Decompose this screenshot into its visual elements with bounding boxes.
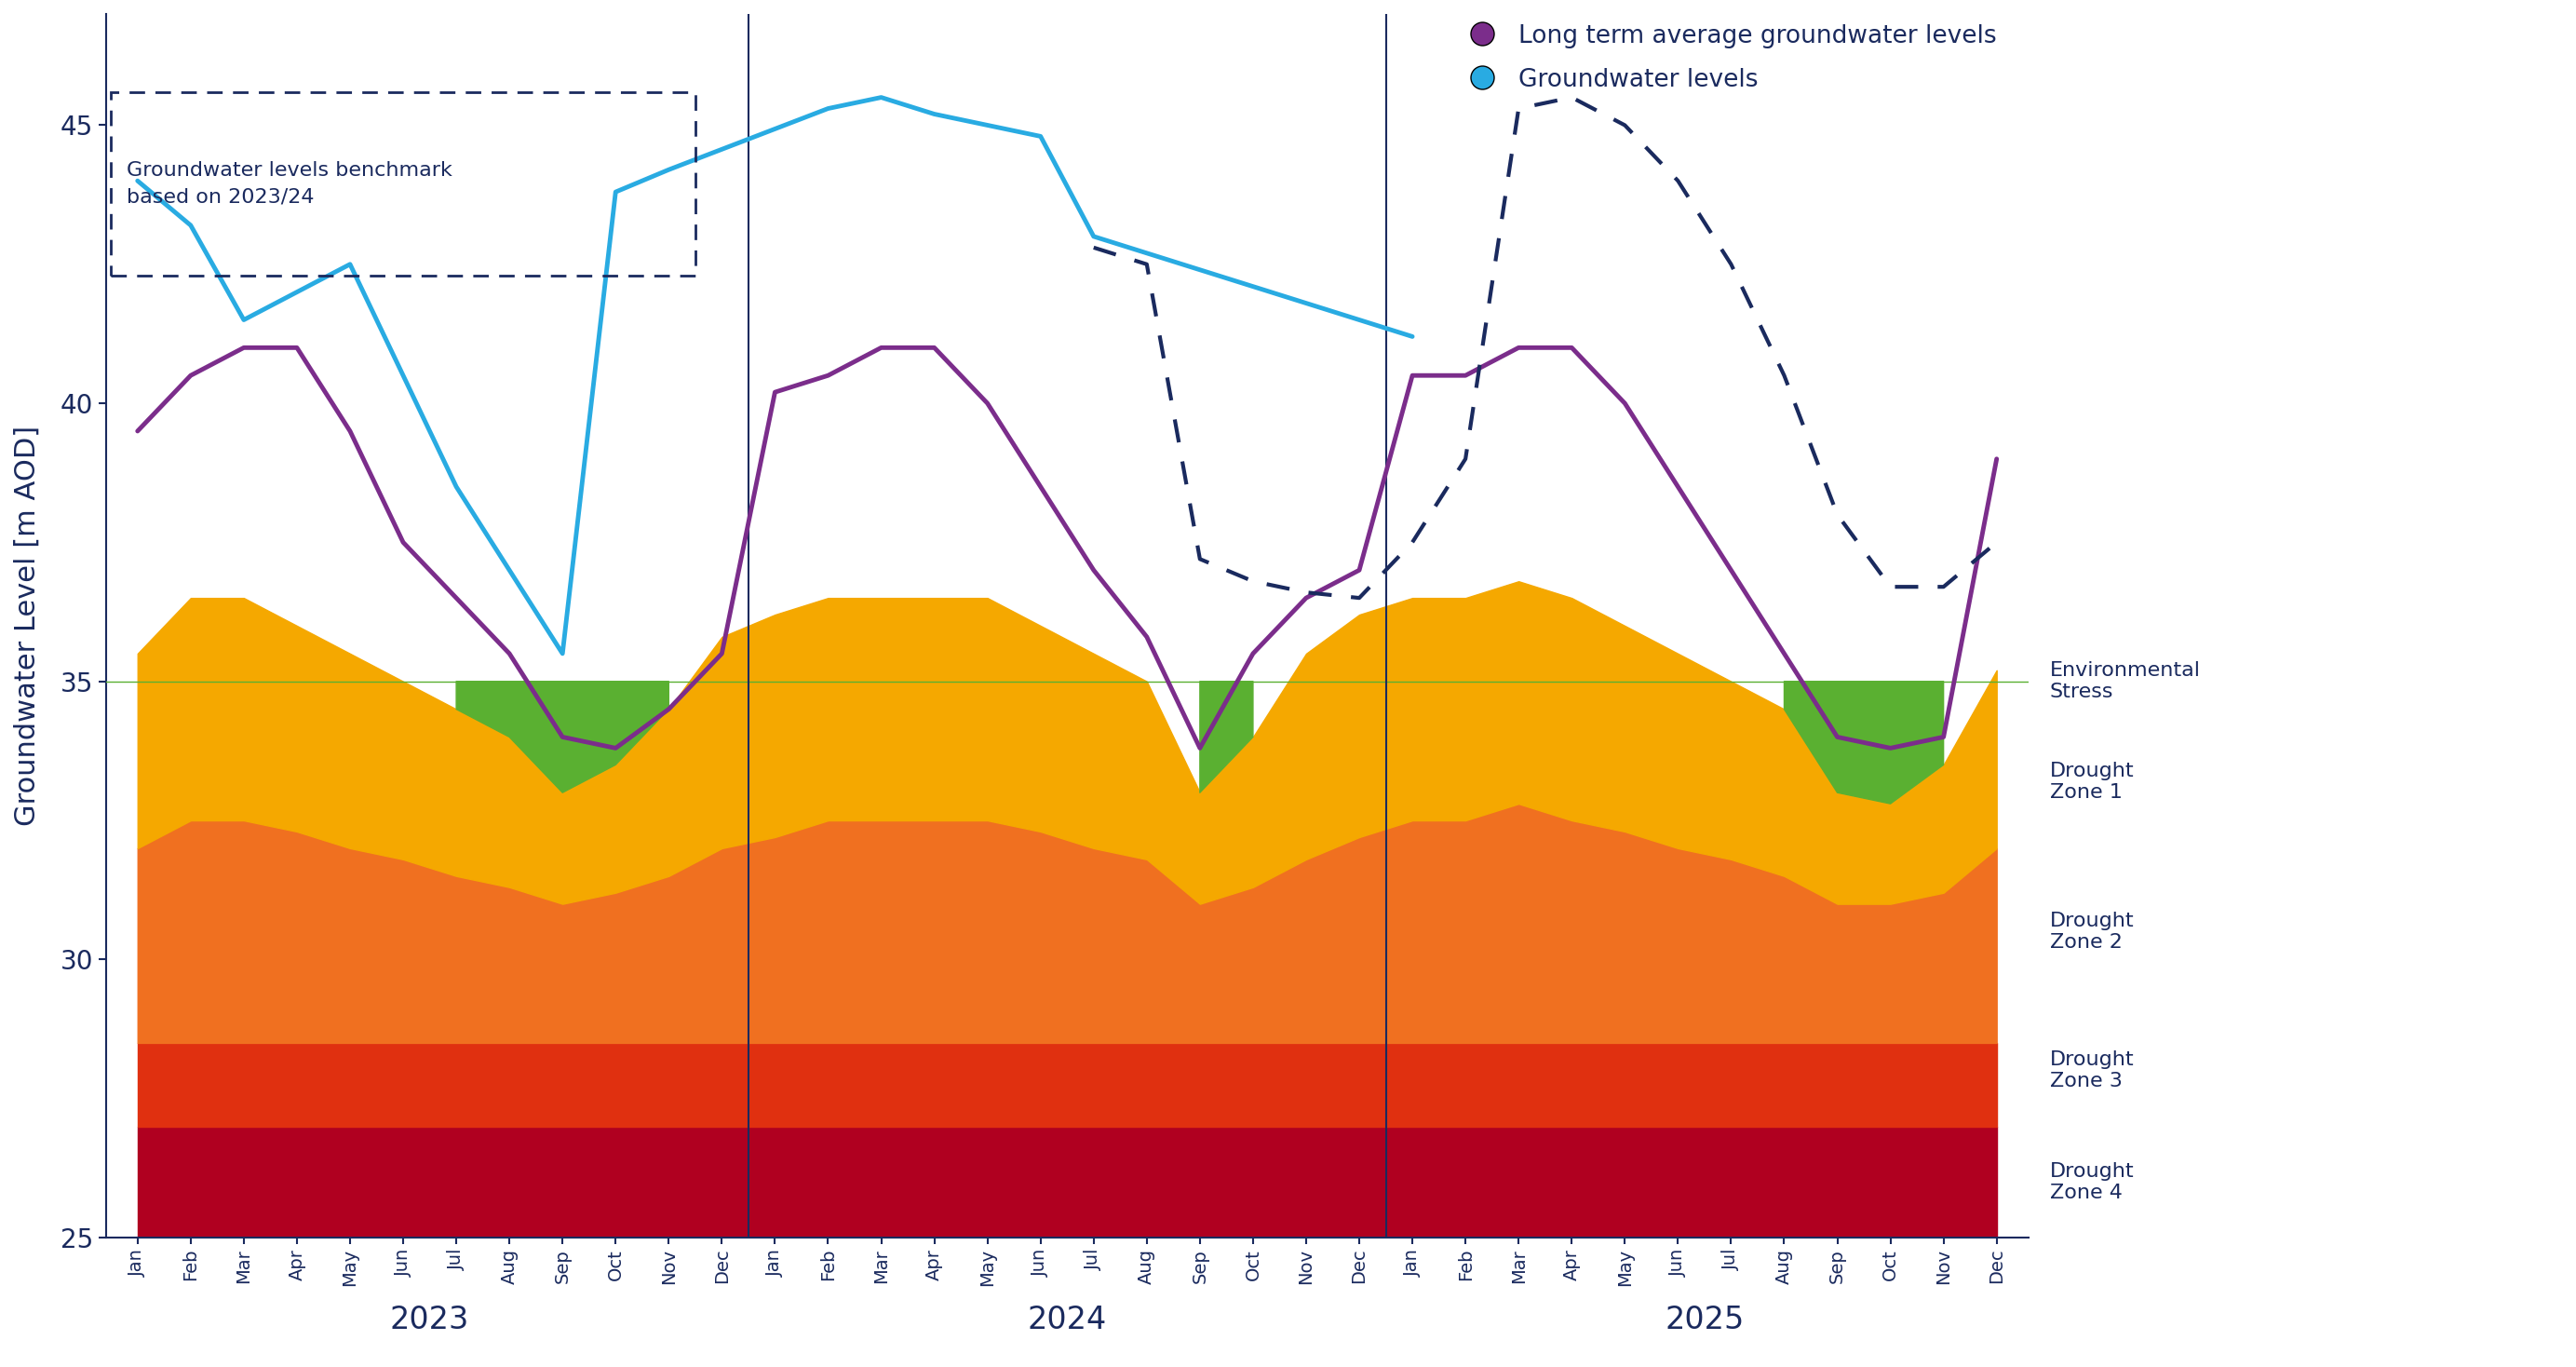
Text: 2023: 2023 xyxy=(389,1304,469,1336)
Text: Drought
Zone 2: Drought Zone 2 xyxy=(2050,912,2133,951)
Text: Environmental
Stress: Environmental Stress xyxy=(2050,662,2200,701)
Text: Drought
Zone 3: Drought Zone 3 xyxy=(2050,1051,2133,1091)
Text: Drought
Zone 4: Drought Zone 4 xyxy=(2050,1162,2133,1202)
Text: Groundwater levels benchmark
based on 2023/24: Groundwater levels benchmark based on 20… xyxy=(126,161,453,206)
Legend: Long term average groundwater levels, Groundwater levels: Long term average groundwater levels, Gr… xyxy=(1448,14,2007,101)
Text: 2024: 2024 xyxy=(1028,1304,1108,1336)
Text: Drought
Zone 1: Drought Zone 1 xyxy=(2050,761,2133,801)
Y-axis label: Groundwater Level [m AOD]: Groundwater Level [m AOD] xyxy=(13,425,41,826)
Bar xyxy=(111,92,696,275)
Text: 2025: 2025 xyxy=(1664,1304,1744,1336)
